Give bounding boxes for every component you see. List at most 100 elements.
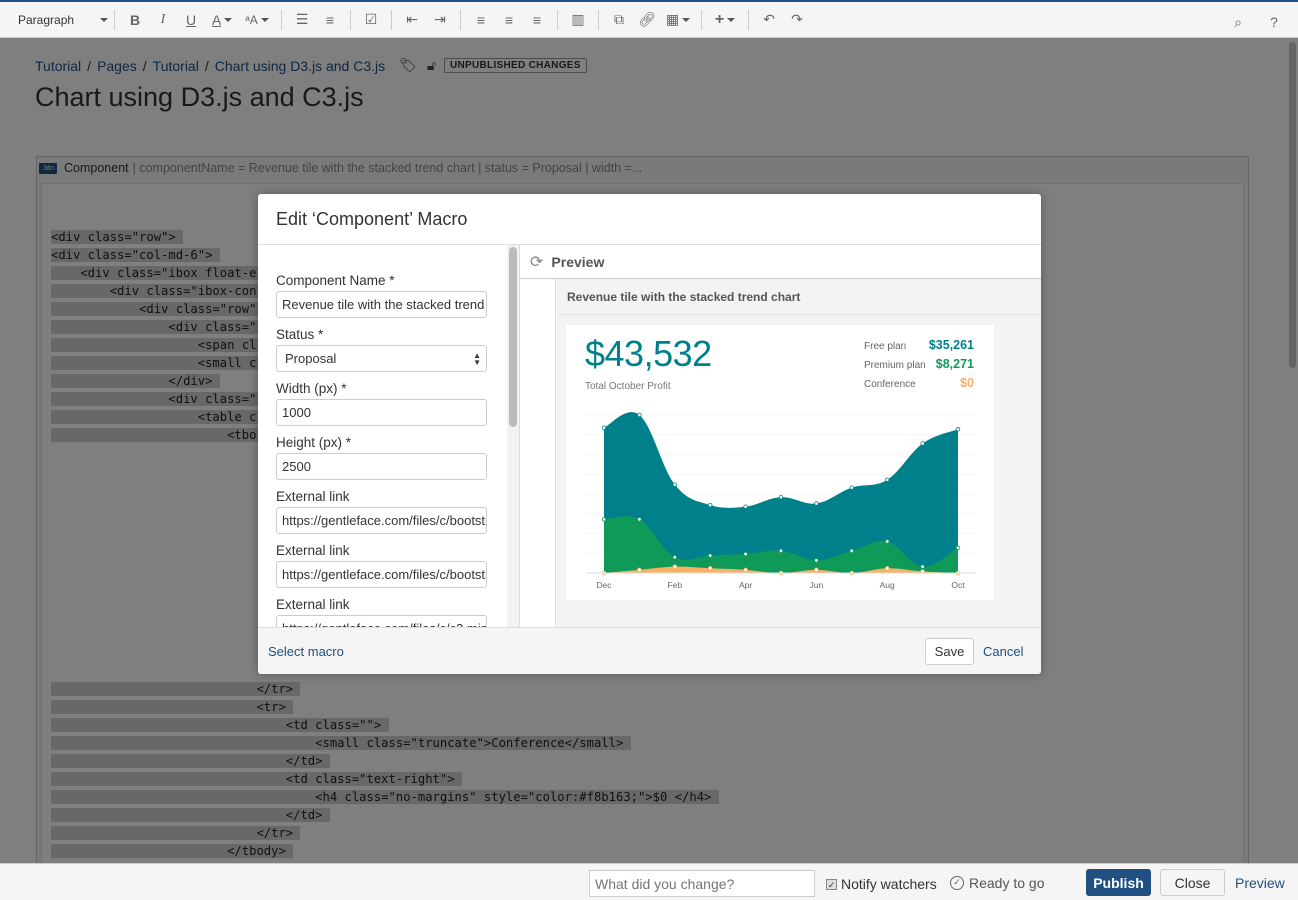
data-point xyxy=(885,477,890,482)
notify-watchers-label: Notify watchers xyxy=(841,876,937,892)
data-point xyxy=(920,441,925,446)
width-input[interactable]: 1000 xyxy=(276,399,487,426)
form-scrollbar[interactable] xyxy=(507,245,519,627)
legend-label: Premium plan xyxy=(864,360,926,371)
external-link-label: External link xyxy=(276,489,350,504)
x-tick-label: Aug xyxy=(880,580,895,590)
series-area-free-plan xyxy=(604,412,958,573)
total-profit-caption: Total October Profit xyxy=(585,381,671,392)
insert-more-icon[interactable]: + xyxy=(708,6,742,34)
insert-image-icon[interactable]: ⧉ xyxy=(614,11,624,27)
text-color-icon[interactable]: A xyxy=(205,6,239,34)
toolbar-divider xyxy=(701,9,702,30)
change-comment-input[interactable] xyxy=(589,870,815,897)
page-layout-icon[interactable]: ▥ xyxy=(571,11,585,27)
underline-icon[interactable]: U xyxy=(185,11,197,28)
help-icon[interactable]: ? xyxy=(1270,14,1278,30)
legend-value: $0 xyxy=(960,376,974,390)
data-point xyxy=(672,564,677,569)
toolbar-divider xyxy=(350,9,351,30)
align-center-icon[interactable]: ≡ xyxy=(504,11,514,28)
publish-button[interactable]: Publish xyxy=(1086,869,1151,896)
data-point xyxy=(707,553,713,558)
notify-watchers-checkbox[interactable]: ✓ xyxy=(826,878,837,890)
data-point xyxy=(743,551,748,557)
preview-link[interactable]: Preview xyxy=(1235,875,1285,891)
search-icon[interactable]: ⌕ xyxy=(1234,13,1242,30)
bold-icon[interactable]: B xyxy=(129,11,141,28)
revenue-tile: Revenue tile with the stacked trend char… xyxy=(557,279,1041,627)
cancel-button[interactable]: Cancel xyxy=(983,644,1024,659)
data-point xyxy=(637,517,642,522)
status-label: Status * xyxy=(276,327,324,342)
dialog-title: Edit ‘Component’ Macro xyxy=(258,194,1041,245)
data-point xyxy=(955,427,961,432)
toolbar-right: ⌕ ? xyxy=(1224,8,1288,36)
numbered-list-icon[interactable]: ≡ xyxy=(325,11,335,28)
external-link-input[interactable]: https://gentleface.com/files/c/bootstrap xyxy=(276,561,487,588)
height-input[interactable]: 2500 xyxy=(276,453,487,480)
toolbar-divider xyxy=(557,9,558,30)
legend-value: $35,261 xyxy=(928,338,974,352)
total-profit-value: $43,532 xyxy=(585,333,712,374)
editor-toolbar: Paragraph B I U A ᵃA ☰ ≡ ☑ ⇤ ⇥ ≡ ≡ ≡ ▥ ⧉… xyxy=(0,0,1298,38)
legend-label: Conference xyxy=(864,379,916,390)
toolbar-divider xyxy=(598,9,599,30)
bullet-list-icon[interactable]: ☰ xyxy=(295,11,309,27)
external-link-input[interactable]: https://gentleface.com/files/c/c3.min xyxy=(276,615,487,627)
save-button[interactable]: Save xyxy=(925,638,974,665)
legend-row-conference: Conference $0 xyxy=(864,376,974,395)
macro-form: Component Name * Revenue tile with the s… xyxy=(258,245,508,627)
paragraph-style-dropdown[interactable]: Paragraph xyxy=(18,13,108,27)
ready-status[interactable]: ✓ Ready to go xyxy=(950,875,1045,891)
preview-label: Preview xyxy=(551,253,605,270)
data-point xyxy=(637,567,642,573)
data-point xyxy=(601,517,607,522)
data-point xyxy=(672,482,677,487)
paragraph-style-label: Paragraph xyxy=(18,12,75,27)
data-point xyxy=(672,554,677,560)
data-point xyxy=(814,558,819,563)
status-select[interactable]: Proposal ▲ ▼ xyxy=(276,345,487,372)
indent-icon[interactable]: ⇥ xyxy=(434,11,446,27)
check-circle-icon: ✓ xyxy=(950,876,964,890)
insert-link-icon[interactable]: 🔗︎ xyxy=(638,11,656,27)
editor-bottom-bar: ✓ Notify watchers ✓ Ready to go Publish … xyxy=(0,863,1298,900)
x-tick-label: Dec xyxy=(596,580,612,590)
align-right-icon[interactable]: ≡ xyxy=(532,11,542,28)
redo-icon[interactable]: ↷ xyxy=(791,11,803,27)
data-point xyxy=(743,567,748,573)
refresh-icon[interactable]: ⟳ xyxy=(530,253,544,271)
x-tick-label: Oct xyxy=(951,580,965,590)
outdent-icon[interactable]: ⇤ xyxy=(406,11,418,27)
height-label: Height (px) * xyxy=(276,435,352,450)
data-point xyxy=(814,567,819,573)
notify-watchers-toggle[interactable]: ✓ Notify watchers xyxy=(826,876,937,892)
data-point xyxy=(637,412,642,418)
form-scrollbar-thumb[interactable] xyxy=(509,247,517,427)
toolbar-divider xyxy=(748,9,749,30)
toolbar-divider xyxy=(391,9,392,30)
data-point xyxy=(707,566,713,571)
data-point xyxy=(849,548,854,554)
external-link-input[interactable]: https://gentleface.com/files/c/bootstrap xyxy=(276,507,487,534)
ready-status-label: Ready to go xyxy=(969,875,1045,891)
data-point xyxy=(743,504,748,509)
component-name-input[interactable]: Revenue tile with the stacked trend char… xyxy=(276,291,487,318)
status-select-value: Proposal xyxy=(285,351,337,366)
task-list-icon[interactable]: ☑ xyxy=(364,11,378,27)
italic-icon[interactable]: I xyxy=(160,11,166,27)
legend-row-premium-plan: Premium plan $8,271 xyxy=(864,357,974,376)
select-arrows-icon: ▲ ▼ xyxy=(473,350,481,367)
legend-value: $8,271 xyxy=(935,357,974,371)
tile-title: Revenue tile with the stacked trend char… xyxy=(557,279,1041,315)
data-point xyxy=(849,485,854,490)
undo-icon[interactable]: ↶ xyxy=(763,11,775,27)
text-style-icon[interactable]: ᵃA xyxy=(239,6,275,34)
align-left-icon[interactable]: ≡ xyxy=(476,11,486,28)
tile-card: $43,532 Total October Profit Free plan $… xyxy=(566,325,994,600)
insert-table-icon[interactable]: ▦ xyxy=(661,6,695,34)
close-button[interactable]: Close xyxy=(1160,869,1225,896)
select-macro-link[interactable]: Select macro xyxy=(268,644,344,659)
legend-label: Free plan xyxy=(864,341,907,352)
